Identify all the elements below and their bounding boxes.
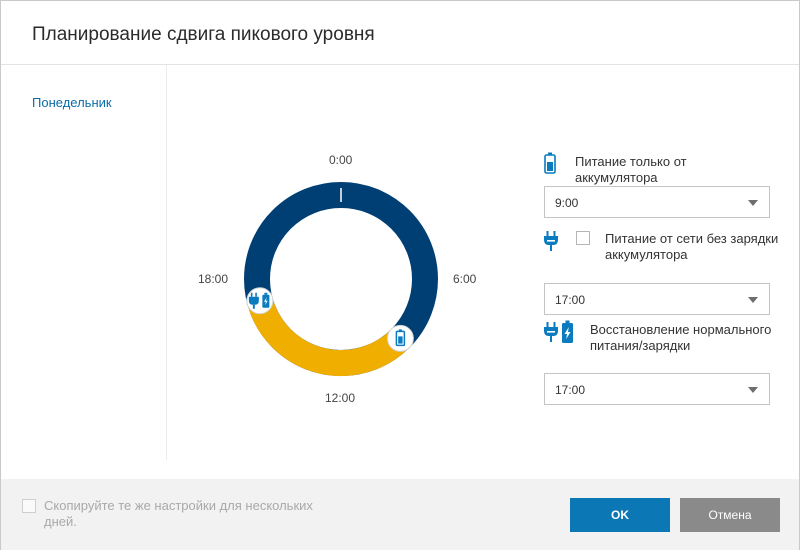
cancel-button[interactable]: Отмена: [680, 498, 780, 532]
copy-settings-label: Скопируйте те же настройки для нескольки…: [44, 498, 313, 529]
time-label-6: 6:00: [453, 272, 477, 286]
battery-only-time-value: 9:00: [555, 196, 579, 210]
ac-no-charge-label: Питание от сети без зарядки аккумулятора: [605, 231, 779, 262]
plug-battery-icon: [248, 292, 270, 309]
plug-battery-icon: [544, 320, 573, 343]
time-label-0: 0:00: [329, 153, 353, 167]
battery-icon: [544, 152, 556, 174]
ac-no-charge-time-value: 17:00: [555, 293, 586, 307]
restore-normal-label: Восстановление нормального питания/заряд…: [590, 322, 772, 353]
sidebar-item-monday[interactable]: Понедельник: [32, 95, 112, 110]
time-label-12: 12:00: [325, 391, 356, 405]
copy-settings-checkbox[interactable]: [22, 499, 36, 513]
restore-normal-time-select[interactable]: 17:00: [544, 373, 770, 405]
schedule-chart: 0:00 6:00 12:00 18:00: [167, 65, 537, 460]
chevron-down-icon: [748, 200, 758, 206]
marker-battery-only[interactable]: [386, 324, 414, 352]
ac-no-charge-checkbox[interactable]: [576, 231, 590, 245]
ok-button[interactable]: OK: [570, 498, 670, 532]
dialog-title: Планирование сдвига пикового уровня: [32, 24, 375, 45]
dialog-footer: Скопируйте те же настройки для нескольки…: [1, 479, 799, 550]
schedule-ring: [244, 182, 438, 376]
chevron-down-icon: [748, 387, 758, 393]
schedule-controls: Питание только от аккумулятора 9:00 Пита…: [541, 65, 781, 460]
marker-restore-normal[interactable]: [246, 287, 274, 315]
restore-normal-time-value: 17:00: [555, 383, 586, 397]
ring-segment-battery: [247, 296, 410, 376]
ac-no-charge-time-select[interactable]: 17:00: [544, 283, 770, 315]
title-bar: Планирование сдвига пикового уровня: [1, 1, 799, 65]
day-sidebar: Понедельник: [1, 65, 167, 460]
time-label-18: 18:00: [198, 272, 229, 286]
chevron-down-icon: [748, 297, 758, 303]
battery-only-label: Питание только от аккумулятора: [575, 154, 687, 185]
plug-icon: [544, 231, 558, 251]
battery-icon: [395, 329, 406, 347]
battery-only-time-select[interactable]: 9:00: [544, 186, 770, 218]
